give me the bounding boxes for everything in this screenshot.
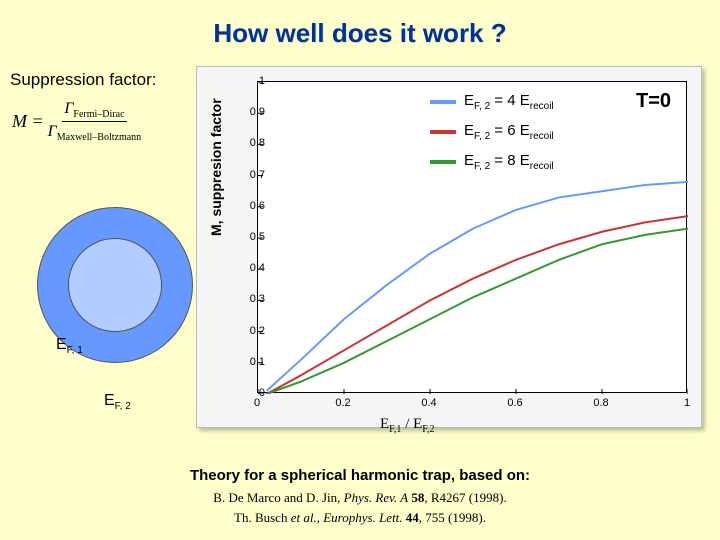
formula-fraction: ΓFermi–Dirac ΓMaxwell–Boltzmann xyxy=(48,100,142,143)
y-tick: 0.5 xyxy=(241,231,265,243)
reference-line: Th. Busch et al., Europhys. Lett. 44, 75… xyxy=(0,510,720,526)
y-axis-label: M, suppresion factor xyxy=(208,98,224,236)
suppression-label: Suppression factor: xyxy=(10,70,156,90)
footer: Theory for a spherical harmonic trap, ba… xyxy=(0,467,720,530)
gamma-den-sub: Maxwell–Boltzmann xyxy=(57,132,141,143)
legend-item: EF, 2 = 6 Erecoil xyxy=(430,122,554,142)
x-tick: 1 xyxy=(684,397,690,409)
y-tick: 0.4 xyxy=(241,262,265,274)
y-tick: 0.3 xyxy=(241,293,265,305)
suppression-formula: M = ΓFermi–Dirac ΓMaxwell–Boltzmann xyxy=(12,100,141,143)
gamma-den: Γ xyxy=(48,123,57,140)
theory-text: Theory for a spherical harmonic trap, ba… xyxy=(0,467,720,484)
x-tick: 0.4 xyxy=(421,397,436,409)
y-tick: 0.7 xyxy=(241,169,265,181)
reference-line: B. De Marco and D. Jin, Phys. Rev. A 58,… xyxy=(0,490,720,506)
ef1-label: EF, 1 xyxy=(56,336,83,356)
legend-item: EF, 2 = 8 Erecoil xyxy=(430,152,554,172)
gamma-num-sub: Fermi–Dirac xyxy=(73,109,124,120)
y-tick: 0.8 xyxy=(241,137,265,149)
y-tick: 0.1 xyxy=(241,356,265,368)
legend-swatch xyxy=(430,130,456,134)
references: B. De Marco and D. Jin, Phys. Rev. A 58,… xyxy=(0,490,720,526)
formula-lhs: M = xyxy=(12,111,44,132)
x-tick: 0 xyxy=(254,397,260,409)
legend-item: EF, 2 = 4 Erecoil xyxy=(430,92,554,112)
ef2-label: EF, 2 xyxy=(104,392,131,412)
x-tick: 0.2 xyxy=(335,397,350,409)
y-tick: 0.9 xyxy=(241,106,265,118)
x-tick: 0.6 xyxy=(507,397,522,409)
legend-label: EF, 2 = 8 Erecoil xyxy=(464,152,554,172)
inner-circle xyxy=(68,238,162,332)
y-tick: 0.2 xyxy=(241,325,265,337)
y-tick: 1 xyxy=(241,75,265,87)
legend-swatch xyxy=(430,100,456,104)
legend-label: EF, 2 = 6 Erecoil xyxy=(464,122,554,142)
x-tick: 0.8 xyxy=(593,397,608,409)
y-tick: 0.6 xyxy=(241,200,265,212)
chart-panel: 00.10.20.30.40.50.60.70.80.91 00.20.40.6… xyxy=(196,66,702,428)
temperature-label: T=0 xyxy=(636,90,671,113)
legend-swatch xyxy=(430,160,456,164)
legend-label: EF, 2 = 4 Erecoil xyxy=(464,92,554,112)
x-axis-label: EF,1 / EF,2 xyxy=(380,416,435,435)
page-title: How well does it work ? xyxy=(0,0,720,59)
